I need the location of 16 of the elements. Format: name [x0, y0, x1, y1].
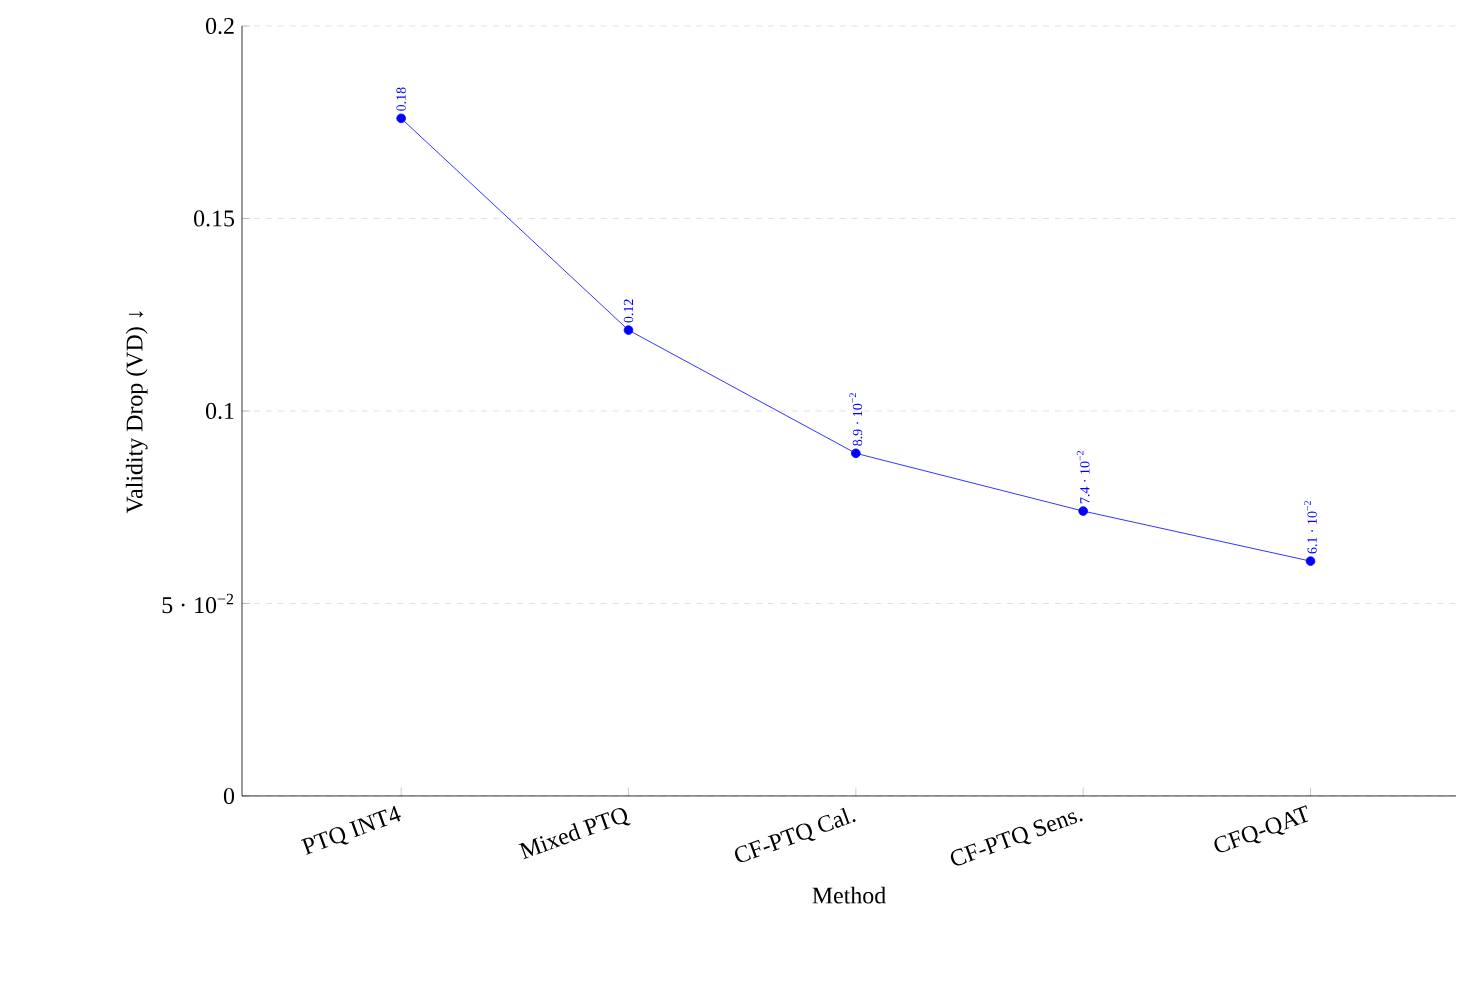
- y-tick-label: 0.1: [205, 402, 234, 420]
- point: [851, 448, 861, 459]
- x-axis-title: Method: [812, 886, 886, 904]
- point: [1305, 556, 1316, 566]
- point: [396, 113, 406, 124]
- x-tick-label: CF-PTQ Sens.: [950, 812, 1083, 866]
- point: [623, 325, 634, 335]
- y-tick-label: 0.15: [194, 210, 235, 227]
- point: [1078, 506, 1088, 516]
- x-tick-label: PTQ INT4: [300, 805, 401, 855]
- y-tick-label: 0.2: [205, 17, 234, 35]
- y-tick-label: 5 · 10$^{−2}$: [162, 593, 234, 614]
- y-axis-title: Validity Drop (VD) ↓: [125, 311, 148, 514]
- x-tick-label: Mixed PTQ: [518, 808, 631, 860]
- y-tick-label: 0: [223, 787, 235, 805]
- x-tick-label: CF-PTQ Cal.: [735, 807, 856, 863]
